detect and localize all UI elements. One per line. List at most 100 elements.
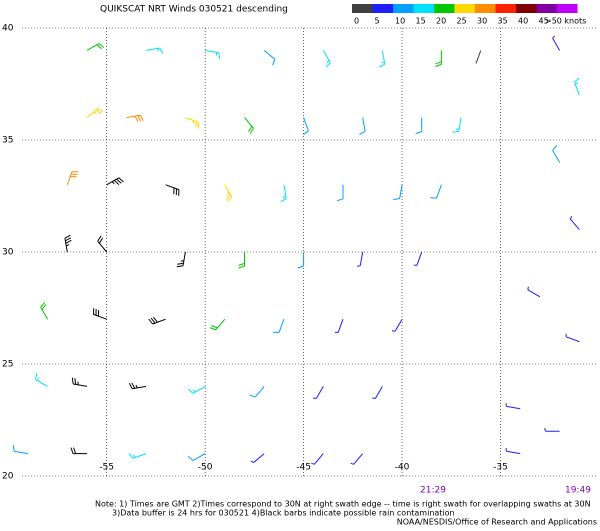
wind-barb [357,251,364,267]
wind-barb [569,215,580,230]
wind-barb [505,447,521,455]
wind-barb [544,428,560,432]
wind-barb [435,50,442,67]
wind-barb [415,117,423,135]
wind-barb [297,252,305,269]
wind-barb [249,386,265,398]
wind-barb [187,385,206,394]
wind-barb [128,453,147,459]
wind-barb [372,386,383,399]
wind-barb [313,386,324,399]
wind-barb [552,145,561,163]
title: QUIKSCAT NRT Winds 030521 descending [100,5,288,15]
wind-barb [565,333,580,343]
legend-swatch [352,4,373,13]
note-line: 3)Data buffer is 24 hrs for 030521 4)Bla… [112,509,455,518]
wind-barb [391,318,403,332]
legend-label: 40 [518,17,528,26]
wind-barb [165,184,180,196]
wind-barb [224,184,233,203]
legend-swatch [475,4,496,13]
legend-swatch [516,4,537,13]
lon-label: -50 [198,463,213,473]
wind-barb [244,117,254,134]
legend-label: 25 [457,17,467,26]
lon-label: -45 [296,463,311,473]
wind-barb [250,453,265,464]
wind-barb [263,50,276,66]
wind-barb [187,453,206,462]
wind-barb [128,382,147,390]
wind-barb [185,117,200,129]
wind-barb [280,184,287,203]
legend-label: >50 knots [545,17,586,26]
note-line: Note: 1) Times are GMT 2)Times correspon… [95,500,591,509]
legend-label: 30 [477,17,487,26]
swath-time: 19:49 [565,486,591,496]
legend-label: 10 [395,17,405,26]
wind-barb [126,114,144,122]
lat-label: 40 [2,24,14,34]
wind-barb [93,308,107,320]
wind-barb [12,444,28,455]
wind-barb [574,77,580,96]
wind-barb [311,453,324,465]
lon-label: -35 [493,463,508,473]
legend-swatch [536,4,557,13]
wind-barb [70,447,87,455]
wind-barb [552,35,561,51]
wind-barb [430,184,442,199]
wind-barb [334,319,344,333]
legend-label: 15 [416,17,426,26]
legend-swatch [495,4,516,13]
wind-barb [378,50,386,68]
wind-barb [86,108,104,118]
wind-barb [64,234,72,253]
wind-barb [359,117,366,135]
wind-barb [238,252,245,269]
wind-barb [97,235,108,253]
wind-barb [413,251,423,266]
legend-swatch [372,4,393,13]
legend-swatch [434,4,455,13]
legend-label: 35 [498,17,508,26]
wind-barb [209,318,226,331]
legend-swatch [557,4,578,13]
legend-swatch [413,4,434,13]
wind-barb [86,42,105,51]
wind-barb [303,117,309,136]
lat-label: 35 [2,136,13,146]
lon-label: -40 [395,463,410,473]
wind-barb [505,403,521,410]
lat-label: 25 [2,360,13,370]
wind-barb [205,49,221,60]
wind-barb [146,47,164,54]
wind-barb [527,286,541,298]
legend-swatch [454,4,475,13]
wind-barb [106,177,124,186]
wind-barb [475,50,482,64]
wind-barb [35,373,48,387]
swath-time: 21:29 [420,486,446,496]
wind-barb [272,319,285,333]
legend-label: 5 [375,17,380,26]
wind-barb [350,453,364,465]
legend-label: 20 [436,17,446,26]
lon-label: -55 [99,463,114,473]
lat-label: 20 [2,472,14,482]
credit: NOAA/NESDIS/Office of Research and Appli… [397,518,597,527]
wind-barb [148,316,166,325]
lat-label: 30 [2,248,14,258]
wind-barb [40,301,49,320]
wind-barb [393,184,403,200]
wind-barb [176,251,186,268]
legend-label: 45 [539,17,549,26]
legend-label: 0 [354,17,359,26]
wind-barb [452,117,462,133]
wind-barb [66,171,79,185]
legend-swatch [393,4,414,13]
wind-barb [71,377,88,387]
wind-barb [336,184,344,202]
